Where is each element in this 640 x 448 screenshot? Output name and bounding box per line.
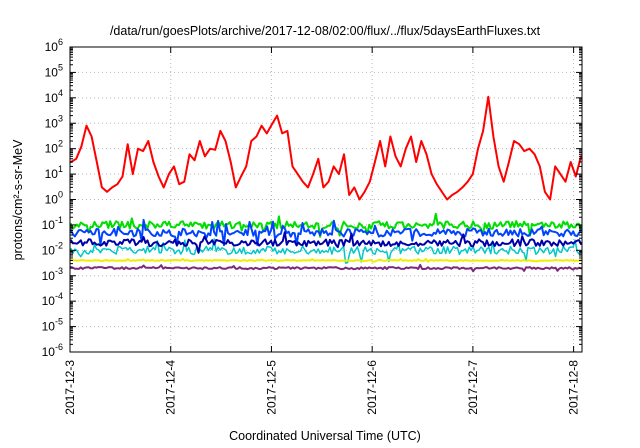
band-series-line [70,238,582,264]
band-series-line [70,218,582,247]
series-layer [70,95,582,273]
band-series-line [70,263,582,273]
x-axis-title: Coordinated Universal Time (UTC) [229,429,421,443]
x-tick-label: 2017-12-8 [567,360,581,415]
x-tick-labels: 2017-12-3 2017-12-4 2017-12-5 2017-12-6 2017… [63,360,581,415]
axis-ticks [69,46,582,353]
y-tick-label: 102 [45,139,63,156]
x-tick-label: 2017-12-7 [466,360,480,415]
x-tick-label: 2017-12-4 [164,360,178,415]
y-tick-label: 10-3 [42,266,63,283]
band-series-line [70,257,582,263]
y-tick-label: 103 [45,113,63,130]
chart-title: /data/run/goesPlots/archive/2017-12-08/0… [110,24,541,38]
y-tick-label: 10-2 [42,240,63,257]
y-tick-label: 105 [45,62,63,79]
y-axis-title: protons/cm²-s-sr-MeV [11,139,25,261]
y-tick-labels: 10-6 10-5 10-4 10-3 10-2 10-1 100 101 102 103 104 1… [42,37,63,359]
band-series-line [70,212,582,238]
x-tick-label: 2017-12-3 [63,360,77,415]
y-tick-label: 10-5 [42,317,63,334]
y-tick-label: 101 [45,164,63,181]
flux-series-line [70,95,582,201]
band-series-line [70,231,582,254]
y-tick-label: 100 [45,190,63,207]
chart-grid [70,47,582,352]
y-tick-label: 10-4 [42,291,63,308]
y-tick-label: 10-6 [42,342,63,359]
y-tick-label: 106 [45,37,63,54]
x-tick-label: 2017-12-6 [365,360,379,415]
x-tick-label: 2017-12-5 [264,360,278,415]
y-tick-label: 104 [45,88,63,105]
y-tick-label: 10-1 [42,215,63,232]
